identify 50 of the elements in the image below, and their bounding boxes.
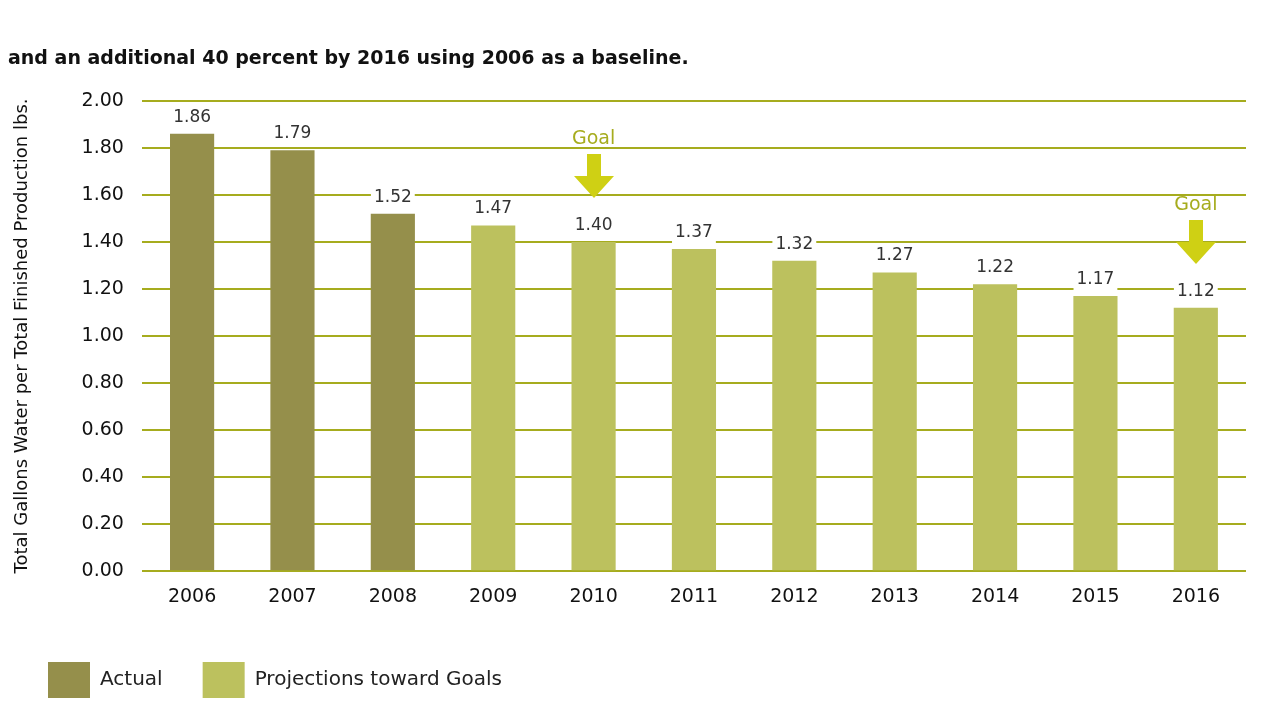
data-label: 1.79 <box>273 122 312 143</box>
x-tick-label: 2009 <box>469 583 518 606</box>
bar <box>671 248 717 571</box>
data-label: 1.22 <box>976 256 1014 277</box>
x-tick-label: 2008 <box>368 583 418 606</box>
y-tick-label: 1.60 <box>81 181 124 204</box>
data-label: 1.32 <box>775 232 814 253</box>
x-tick-label: 2015 <box>1071 583 1120 606</box>
data-label: 1.17 <box>1076 267 1115 288</box>
x-tick-label: 2012 <box>770 583 819 606</box>
legend-label: Actual <box>100 666 163 691</box>
data-label: 1.40 <box>574 213 613 234</box>
bar <box>471 225 516 571</box>
y-axis-title: Total Gallons Water per Total Finished Production lbs. <box>10 98 32 575</box>
x-tick-label: 2006 <box>167 583 217 606</box>
data-label: 1.27 <box>875 244 914 265</box>
data-label: 1.12 <box>1176 279 1215 300</box>
y-tick-label: 1.80 <box>81 134 124 157</box>
y-tick-label: 1.00 <box>81 322 124 345</box>
y-tick-label: 0.60 <box>81 417 124 440</box>
annotation: Goal <box>1173 191 1219 214</box>
x-tick-label: 2011 <box>669 583 719 606</box>
data-label: 1.37 <box>675 220 713 241</box>
bar <box>972 284 1018 571</box>
y-tick-label: 0.40 <box>81 464 124 487</box>
y-tick-label: 0.80 <box>81 369 124 392</box>
bar <box>872 272 917 571</box>
bar <box>270 150 315 571</box>
data-label: 1.47 <box>474 197 513 218</box>
x-tick-label: 2016 <box>1171 583 1220 606</box>
y-tick-label: 0.20 <box>81 511 124 534</box>
legend-label: Projections toward Goals <box>254 666 502 691</box>
y-tick-label: 1.20 <box>81 275 124 298</box>
y-tick-label: 2.00 <box>81 87 124 110</box>
bar <box>370 213 415 571</box>
bar <box>1073 296 1118 571</box>
bar <box>170 133 215 571</box>
chart-title: and an additional 40 percent by 2016 using 2006 as a baseline. <box>8 46 689 69</box>
y-tick-label: 0.00 <box>81 558 124 581</box>
bar <box>571 241 616 571</box>
annotation: Goal <box>570 125 617 148</box>
bar <box>1173 307 1218 571</box>
data-label: 1.52 <box>373 185 412 206</box>
x-tick-label: 2013 <box>870 583 919 606</box>
x-tick-label: 2007 <box>268 583 317 606</box>
y-tick-label: 1.40 <box>81 228 124 251</box>
x-tick-label: 2010 <box>569 583 618 606</box>
data-label: 1.86 <box>173 105 212 126</box>
x-tick-label: 2014 <box>970 583 1020 606</box>
bar <box>772 260 817 571</box>
